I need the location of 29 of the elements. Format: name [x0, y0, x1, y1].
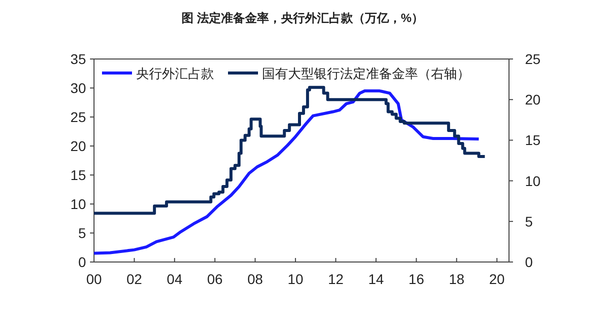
y2-tick-label: 5 — [525, 213, 533, 230]
y-tick-label: 5 — [78, 225, 86, 241]
y2-tick-label: 20 — [525, 92, 541, 108]
x-tick-label: 20 — [489, 271, 505, 287]
x-tick-label: 14 — [368, 271, 384, 287]
x-tick-label: 12 — [328, 271, 344, 287]
legend-label: 国有大型银行法定准备金率（右轴） — [262, 66, 470, 81]
y2-tick-label: 10 — [525, 172, 541, 189]
x-tick-label: 10 — [288, 271, 304, 287]
y-tick-label: 25 — [70, 109, 86, 125]
x-tick-label: 16 — [408, 271, 424, 287]
y-tick-label: 30 — [70, 80, 86, 96]
x-tick-label: 08 — [247, 271, 264, 287]
y-tick-label: 10 — [70, 196, 86, 212]
y2-tick-label: 25 — [525, 51, 541, 67]
y-tick-label: 0 — [78, 254, 86, 270]
y-tick-label: 20 — [70, 138, 86, 154]
y2-tick-label: 15 — [525, 132, 541, 148]
x-tick-label: 04 — [166, 271, 183, 287]
y-tick-label: 35 — [70, 51, 86, 67]
x-tick-label: 06 — [207, 271, 223, 287]
x-tick-label: 02 — [126, 271, 142, 287]
y-tick-label: 15 — [70, 167, 86, 183]
x-tick-label: 00 — [86, 271, 102, 287]
x-tick-label: 18 — [448, 271, 465, 287]
legend-label: 央行外汇占款 — [136, 66, 214, 81]
y2-tick-label: 0 — [525, 254, 533, 270]
line-series — [92, 89, 480, 255]
chart-title: 图 法定准备金率，央行外汇占款（万亿，%） — [181, 11, 424, 25]
